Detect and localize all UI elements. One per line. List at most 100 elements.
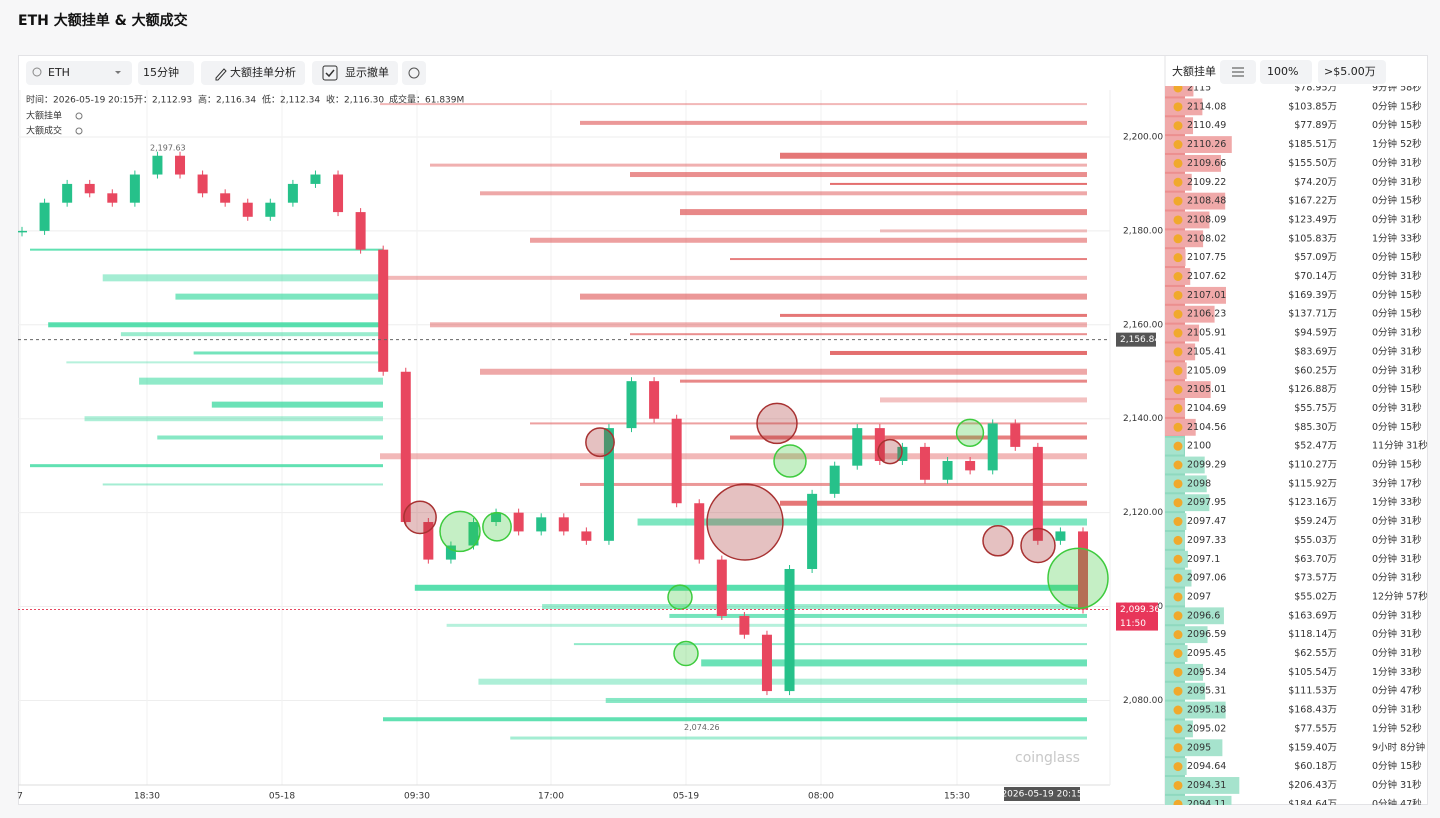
analysis-button[interactable] [201,61,305,85]
book-age: 0分钟 47秒 [1372,685,1422,697]
depth-bar [1165,475,1207,493]
book-amount: $83.69万 [1294,346,1337,357]
book-price: 2109.66 [1187,158,1226,169]
coin-icon [1173,649,1183,658]
book-age: 1分钟 52秒 [1372,722,1422,734]
candle [220,193,231,203]
book-price: 2095 [1187,742,1211,753]
book-age: 0分钟 31秒 [1372,572,1422,584]
coin-icon [1173,403,1183,413]
book-amount: $184.64万 [1288,799,1337,810]
book-age: 0分钟 31秒 [1372,345,1422,357]
coin-icon [1173,272,1183,281]
candle [242,202,253,217]
coin-icon [1173,460,1183,470]
book-age: 0分钟 15秒 [1372,119,1422,131]
show-cancel-toggle[interactable] [312,61,398,85]
candle [1055,531,1066,541]
candle [829,465,840,494]
book-age: 0分钟 31秒 [1372,609,1422,621]
y-tick-label: 2,140.00 [1123,414,1163,424]
book-age: 0分钟 15秒 [1372,251,1422,263]
bid-wall [383,717,1087,722]
bid-wall [510,736,1088,740]
bid-wall [157,435,383,440]
depth-bar [1165,777,1240,794]
coin-icon [1173,158,1183,168]
candle [784,568,795,692]
book-price: 2115 [1187,83,1211,94]
candle [558,517,569,532]
candle [310,174,321,184]
ask-wall [730,435,1087,440]
y-tick-label: 2,120.00 [1123,508,1163,518]
cursor-time: 2026-05-19 20:15 [1001,790,1082,800]
candle [919,446,930,480]
book-age: 0分钟 15秒 [1372,308,1422,320]
book-amount: $55.02万 [1294,591,1337,602]
ask-wall [380,103,1087,106]
depth-bar [1165,701,1226,719]
menu-icon [1232,67,1244,77]
ask-wall [830,182,1087,185]
book-amount: $115.92万 [1288,478,1337,489]
book-age: 1分钟 33秒 [1372,666,1422,678]
book-age: 0分钟 31秒 [1372,327,1422,339]
candle [62,183,73,203]
symbol-select[interactable] [26,61,132,85]
candle [965,460,976,471]
y-tick-label: 2,080.00 [1123,696,1163,706]
book-price: 2094.11 [1187,799,1226,810]
filter-select[interactable] [1318,60,1386,84]
depth-bar [1165,192,1226,210]
book-age: 0分钟 15秒 [1372,289,1422,301]
scale-select[interactable] [1260,60,1312,84]
book-amount: $118.14万 [1288,629,1337,640]
bid-wall [84,416,383,422]
ask-wall [580,120,1087,125]
ohlc-info: 收：2,116.30 [326,94,384,106]
x-tick-label: 09:30 [404,792,430,802]
book-price: 2110.49 [1187,120,1226,131]
book-price: 2105.41 [1187,346,1226,357]
candle [39,202,50,231]
coin-icon [1173,102,1183,112]
coin-icon [1173,290,1183,300]
book-amount: $123.49万 [1288,214,1337,225]
page-title: ETH 大额挂单 & 大额成交 [18,12,188,29]
ask-wall [480,191,1087,196]
settings-button[interactable] [402,61,426,85]
book-amount: $94.59万 [1294,328,1337,339]
candle [671,418,682,504]
candle [129,174,140,203]
coin-icon [1173,592,1183,602]
ask-wall [580,293,1087,300]
book-amount: $137.71万 [1288,309,1337,320]
book-amount: $110.27万 [1288,460,1337,471]
coin-icon [1173,573,1183,583]
x-tick-label: 18:30 [134,792,160,802]
book-price: 2097.33 [1187,535,1226,546]
interval-select[interactable] [138,61,194,85]
candle [355,212,366,250]
trade-bubble [877,438,903,465]
candle [423,522,434,560]
coin-icon [1173,86,1183,93]
coin-icon [1173,121,1183,131]
countdown: 11:50 [1120,619,1146,629]
depth-bar [1165,607,1224,625]
eye-icon [75,112,83,120]
candle [287,183,298,203]
coin-icon [1173,234,1183,244]
book-amount: $123.16万 [1288,497,1337,508]
x-tick-label: 05-19 [673,792,699,802]
depth-bar [1165,682,1206,700]
candle [197,174,208,194]
depth-bar [1165,286,1226,304]
candle [942,460,953,480]
book-age: 9分钟 58秒 [1372,82,1422,94]
bid-wall [48,322,383,328]
book-age: 1分钟 52秒 [1372,138,1422,150]
y-tick-label: 2,180.00 [1123,226,1163,236]
ask-wall [630,333,1087,336]
